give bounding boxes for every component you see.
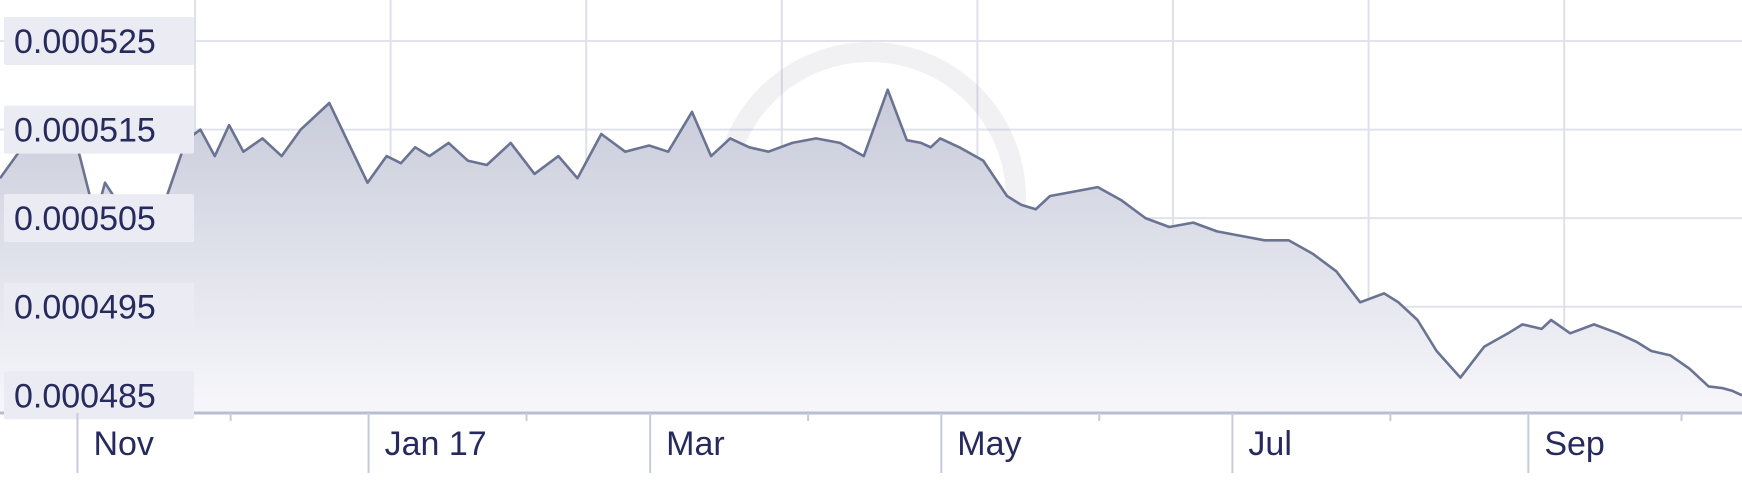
y-tick-label: 0.000485 bbox=[14, 377, 156, 415]
y-tick-label: 0.000515 bbox=[14, 112, 156, 150]
x-tick-label: Sep bbox=[1544, 425, 1605, 463]
x-axis-labels: Nov Jan 17 Mar May Jul Sep bbox=[76, 413, 1683, 473]
y-tick-label-bg bbox=[4, 282, 194, 331]
x-tick-label: Nov bbox=[93, 425, 153, 463]
rate-line bbox=[0, 88, 1742, 397]
y-tick-label-bg bbox=[4, 105, 194, 154]
x-tick-label: Jan 17 bbox=[385, 425, 487, 463]
x-tick-label: Jul bbox=[1248, 425, 1291, 463]
y-axis-labels: 0.000525 0.000515 0.000505 0.000495 0.000485 bbox=[4, 17, 194, 420]
rate-area-fill bbox=[0, 89, 1742, 413]
y-tick-label-bg bbox=[4, 17, 194, 65]
x-tick-label: May bbox=[957, 425, 1021, 463]
y-tick-label: 0.000505 bbox=[14, 200, 156, 238]
x-tick-label: Mar bbox=[666, 425, 725, 463]
y-tick-label: 0.000495 bbox=[14, 289, 156, 327]
y-tick-label: 0.000525 bbox=[14, 23, 156, 61]
y-tick-label-bg bbox=[4, 371, 194, 420]
y-tick-label-bg bbox=[4, 194, 194, 243]
